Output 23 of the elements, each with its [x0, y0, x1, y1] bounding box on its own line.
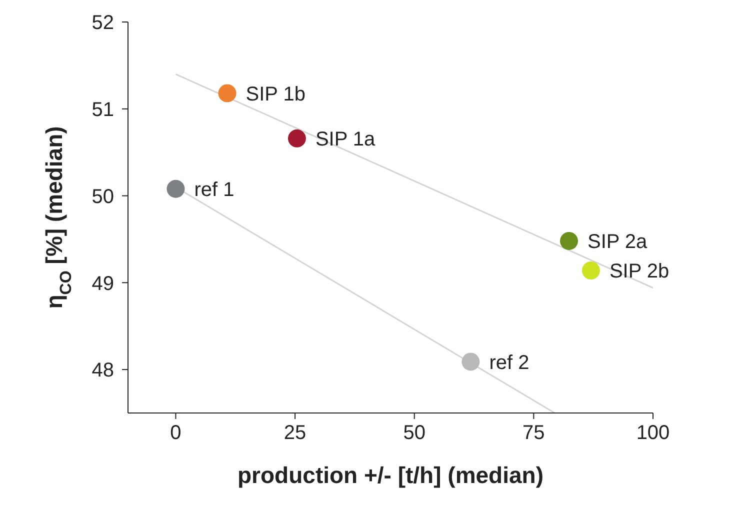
x-tick-label: 25 [284, 422, 306, 444]
series-label: ref 1 [194, 178, 234, 201]
y-tick-label: 49 [92, 272, 114, 295]
series-label: SIP 2a [588, 231, 648, 254]
point [218, 84, 236, 102]
point [462, 352, 480, 371]
y-tick-label: 50 [92, 186, 114, 208]
y-tick-label: 51 [92, 98, 114, 121]
point [288, 129, 306, 148]
y-tick-label: 48 [92, 360, 114, 382]
x-tick-label: 75 [522, 422, 545, 444]
point [560, 232, 578, 250]
point [582, 262, 600, 280]
series-label: ref 2 [489, 352, 530, 374]
series-label: SIP 1a [315, 128, 376, 151]
series-label: SIP 1b [246, 83, 306, 106]
y-tick-label: 52 [92, 12, 114, 34]
x-tick-label: 100 [636, 422, 670, 444]
x-tick-label: 50 [403, 422, 426, 444]
series-label: SIP 2b [609, 260, 670, 283]
point [166, 180, 185, 198]
x-axis-title: production +/- [t/h] (median) [238, 462, 544, 488]
x-tick-label: 0 [170, 422, 182, 444]
